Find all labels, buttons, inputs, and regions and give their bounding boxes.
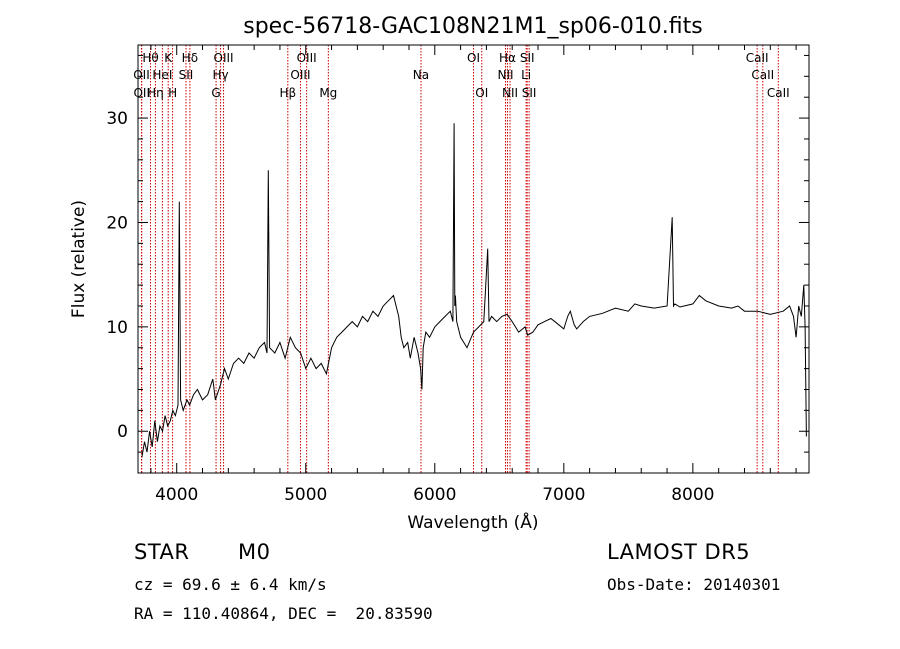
line-label-0: Hθ xyxy=(142,51,158,65)
plot-frame xyxy=(137,44,810,474)
x-axis-label: Wavelength (Å) xyxy=(407,511,538,533)
line-label-10: Hγ xyxy=(213,68,229,82)
line-label-13: OIII xyxy=(290,68,310,82)
line-label-16: Na xyxy=(413,68,429,82)
object-subclass: M0 xyxy=(238,540,271,564)
x-tick-label-0: 4000 xyxy=(155,485,198,505)
x-tick-label-1: 5000 xyxy=(284,485,327,505)
line-label-8: SII xyxy=(179,68,194,82)
line-label-19: Hα xyxy=(499,51,516,65)
y-tick-label-2: 20 xyxy=(106,213,128,233)
line-label-12: OIII xyxy=(297,51,317,65)
line-label-3: HeI xyxy=(152,68,172,82)
object-class: STAR xyxy=(134,540,190,564)
survey-name: LAMOST DR5 xyxy=(607,540,751,564)
y-tick-label-1: 10 xyxy=(106,318,128,338)
coordinates: RA = 110.40864, DEC = 20.83590 xyxy=(134,604,433,623)
line-label-17: OI xyxy=(467,51,480,65)
line-label-4: Hη xyxy=(147,86,164,100)
line-label-5: K xyxy=(164,51,173,65)
y-axis-label: Flux (relative) xyxy=(69,200,89,318)
x-axis: 4000 5000 6000 7000 8000 xyxy=(150,45,797,505)
chart-title: spec-56718-GAC108N21M1_sp06-010.fits xyxy=(243,14,703,39)
y-axis: 0 10 20 30 xyxy=(106,54,809,453)
line-label-26: CaII xyxy=(751,68,774,82)
line-label-15: Mg xyxy=(319,86,337,100)
line-label-23: Li xyxy=(521,68,531,82)
y-tick-label-0: 0 xyxy=(117,422,128,442)
line-label-27: CaII xyxy=(767,86,790,100)
line-label-25: CaII xyxy=(746,51,769,65)
line-label-14: Hβ xyxy=(279,86,296,100)
redshift-velocity: cz = 69.6 ± 6.4 km/s xyxy=(134,575,327,594)
line-label-24: SII xyxy=(522,86,537,100)
line-label-18: OI xyxy=(475,86,488,100)
line-label-22: SII xyxy=(520,51,535,65)
x-tick-label-3: 7000 xyxy=(542,485,585,505)
observation-date: Obs-Date: 20140301 xyxy=(607,575,781,594)
x-tick-label-4: 8000 xyxy=(671,485,714,505)
line-label-9: OIII xyxy=(214,51,234,65)
line-label-7: Hδ xyxy=(182,51,198,65)
y-tick-label-3: 30 xyxy=(106,109,128,129)
x-tick-label-2: 6000 xyxy=(413,485,456,505)
spectrum-line xyxy=(141,123,807,458)
line-label-21: NII xyxy=(502,86,518,100)
line-label-6: H xyxy=(168,86,177,100)
line-label-11: G xyxy=(211,86,220,100)
line-label-20: NII xyxy=(497,68,513,82)
emission-line-markers xyxy=(140,45,779,473)
line-label-1: OII xyxy=(133,68,150,82)
